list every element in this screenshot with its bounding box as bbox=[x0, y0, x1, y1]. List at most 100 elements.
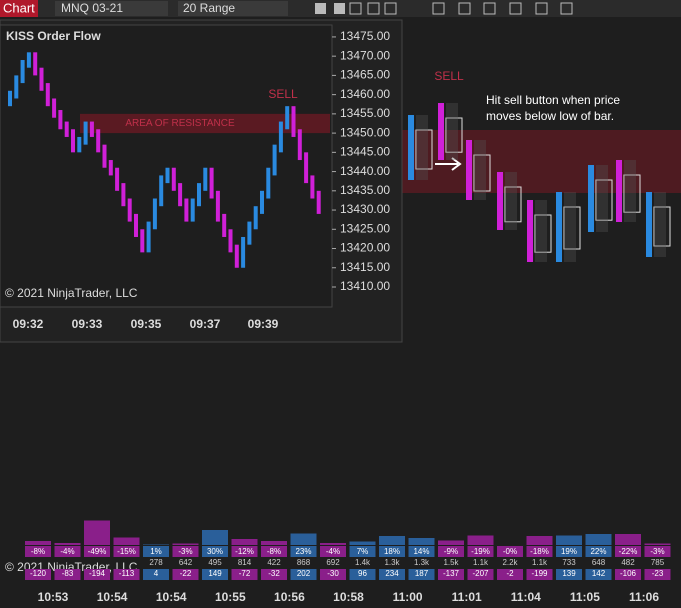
pct-label: 7% bbox=[357, 547, 369, 556]
volume-label: 1.3k bbox=[414, 558, 430, 567]
price-bar bbox=[71, 129, 75, 153]
instrument-label[interactable]: MNQ 03-21 bbox=[61, 1, 123, 15]
delta-label: -106 bbox=[620, 569, 637, 578]
x-tick-label: 10:58 bbox=[333, 590, 364, 604]
x-tick-label: 10:54 bbox=[156, 590, 187, 604]
delta-label: -30 bbox=[327, 569, 339, 578]
bar-type-select[interactable] bbox=[178, 1, 288, 16]
delta-bar bbox=[261, 541, 287, 545]
sell-label: SELL bbox=[434, 69, 464, 83]
price-bar bbox=[297, 129, 302, 161]
delta-label: 142 bbox=[592, 569, 606, 578]
delta-label: -32 bbox=[268, 569, 280, 578]
delta-cell bbox=[25, 569, 51, 580]
pct-label: 23% bbox=[295, 547, 311, 556]
price-bar bbox=[310, 175, 315, 199]
price-bar bbox=[228, 229, 233, 253]
delta-cell bbox=[379, 569, 405, 580]
volume-label: 785 bbox=[651, 558, 665, 567]
delta-cell bbox=[290, 569, 317, 580]
pct-cell bbox=[84, 546, 110, 557]
inset-plot bbox=[0, 24, 333, 308]
x-tick-label: 10:54 bbox=[97, 590, 128, 604]
price-bar bbox=[58, 110, 63, 130]
pct-label: -18% bbox=[530, 547, 549, 556]
y-tick-label: 13435.00 bbox=[340, 183, 390, 197]
pct-label: -3% bbox=[650, 547, 664, 556]
footprint-body bbox=[616, 160, 622, 222]
instrument-select[interactable] bbox=[55, 1, 168, 16]
y-tick-label: 13470.00 bbox=[340, 48, 390, 62]
price-bar bbox=[253, 206, 258, 230]
y-tick-label: 13440.00 bbox=[340, 164, 390, 178]
pct-label: -0% bbox=[503, 547, 517, 556]
pct-label: 22% bbox=[590, 547, 606, 556]
delta-bar bbox=[231, 539, 258, 545]
volume-label: 1.1k bbox=[473, 558, 489, 567]
y-tick-label: 13415.00 bbox=[340, 260, 390, 274]
footprint-box bbox=[595, 179, 613, 221]
delta-bar bbox=[290, 533, 317, 545]
price-bar bbox=[209, 167, 214, 199]
volume-label: 482 bbox=[621, 558, 635, 567]
pct-cell bbox=[113, 546, 140, 557]
price-bar bbox=[316, 190, 321, 214]
footprint-box bbox=[534, 214, 552, 253]
delta-cell bbox=[143, 569, 169, 580]
pct-label: -49% bbox=[88, 547, 107, 556]
delta-label: -120 bbox=[30, 569, 47, 578]
price-bar bbox=[272, 144, 277, 176]
pct-cell bbox=[526, 546, 553, 557]
delta-label: -2 bbox=[506, 569, 514, 578]
price-bar bbox=[266, 167, 271, 199]
arrow bbox=[435, 157, 462, 171]
price-bar bbox=[285, 106, 290, 130]
price-bar bbox=[241, 236, 246, 268]
delta-bar bbox=[408, 538, 435, 545]
price-bar bbox=[26, 52, 31, 68]
price-bar bbox=[215, 190, 220, 222]
volume-label: 648 bbox=[592, 558, 606, 567]
price-bar bbox=[159, 175, 164, 207]
volume-label: 2.2k bbox=[502, 558, 518, 567]
pct-cell bbox=[54, 546, 81, 557]
footprint-cells bbox=[535, 200, 547, 262]
y-tick-label: 13420.00 bbox=[340, 241, 390, 255]
pct-label: 1% bbox=[150, 547, 162, 556]
price-bar bbox=[8, 90, 12, 107]
inset-copyright: © 2021 NinjaTrader, LLC bbox=[5, 286, 138, 300]
x-tick-label: 09:39 bbox=[248, 317, 279, 331]
chart-button-label[interactable]: Chart bbox=[3, 0, 35, 15]
delta-label: -137 bbox=[443, 569, 460, 578]
pct-cell bbox=[320, 546, 346, 557]
annotation-line: Hit sell button when price bbox=[486, 93, 620, 107]
pct-cell bbox=[231, 546, 258, 557]
x-tick-label: 10:55 bbox=[215, 590, 246, 604]
delta-label: 4 bbox=[154, 569, 159, 578]
chart-button[interactable] bbox=[0, 0, 38, 17]
price-bar bbox=[291, 106, 296, 137]
pct-cell bbox=[408, 546, 435, 557]
pct-cell bbox=[438, 546, 464, 557]
delta-bar bbox=[113, 537, 140, 545]
delta-cell bbox=[113, 569, 140, 580]
delta-label: -72 bbox=[239, 569, 251, 578]
bar-type-label[interactable]: 20 Range bbox=[183, 1, 235, 15]
delta-label: -199 bbox=[531, 569, 548, 578]
pct-label: -8% bbox=[267, 547, 281, 556]
price-bar bbox=[304, 152, 309, 184]
price-bar bbox=[52, 98, 57, 118]
price-bar bbox=[127, 198, 132, 222]
price-bar bbox=[77, 136, 82, 153]
price-bar bbox=[89, 121, 94, 137]
price-bar bbox=[45, 83, 50, 107]
toolbar-icons[interactable] bbox=[315, 2, 573, 15]
volume-label: 814 bbox=[238, 558, 252, 567]
delta-bar bbox=[467, 535, 494, 545]
pct-cell bbox=[379, 546, 405, 557]
footprint-cells bbox=[446, 103, 458, 160]
pct-label: -3% bbox=[178, 547, 192, 556]
delta-bar bbox=[438, 540, 464, 545]
delta-bar bbox=[172, 543, 199, 545]
y-tick-label: 13425.00 bbox=[340, 221, 390, 235]
